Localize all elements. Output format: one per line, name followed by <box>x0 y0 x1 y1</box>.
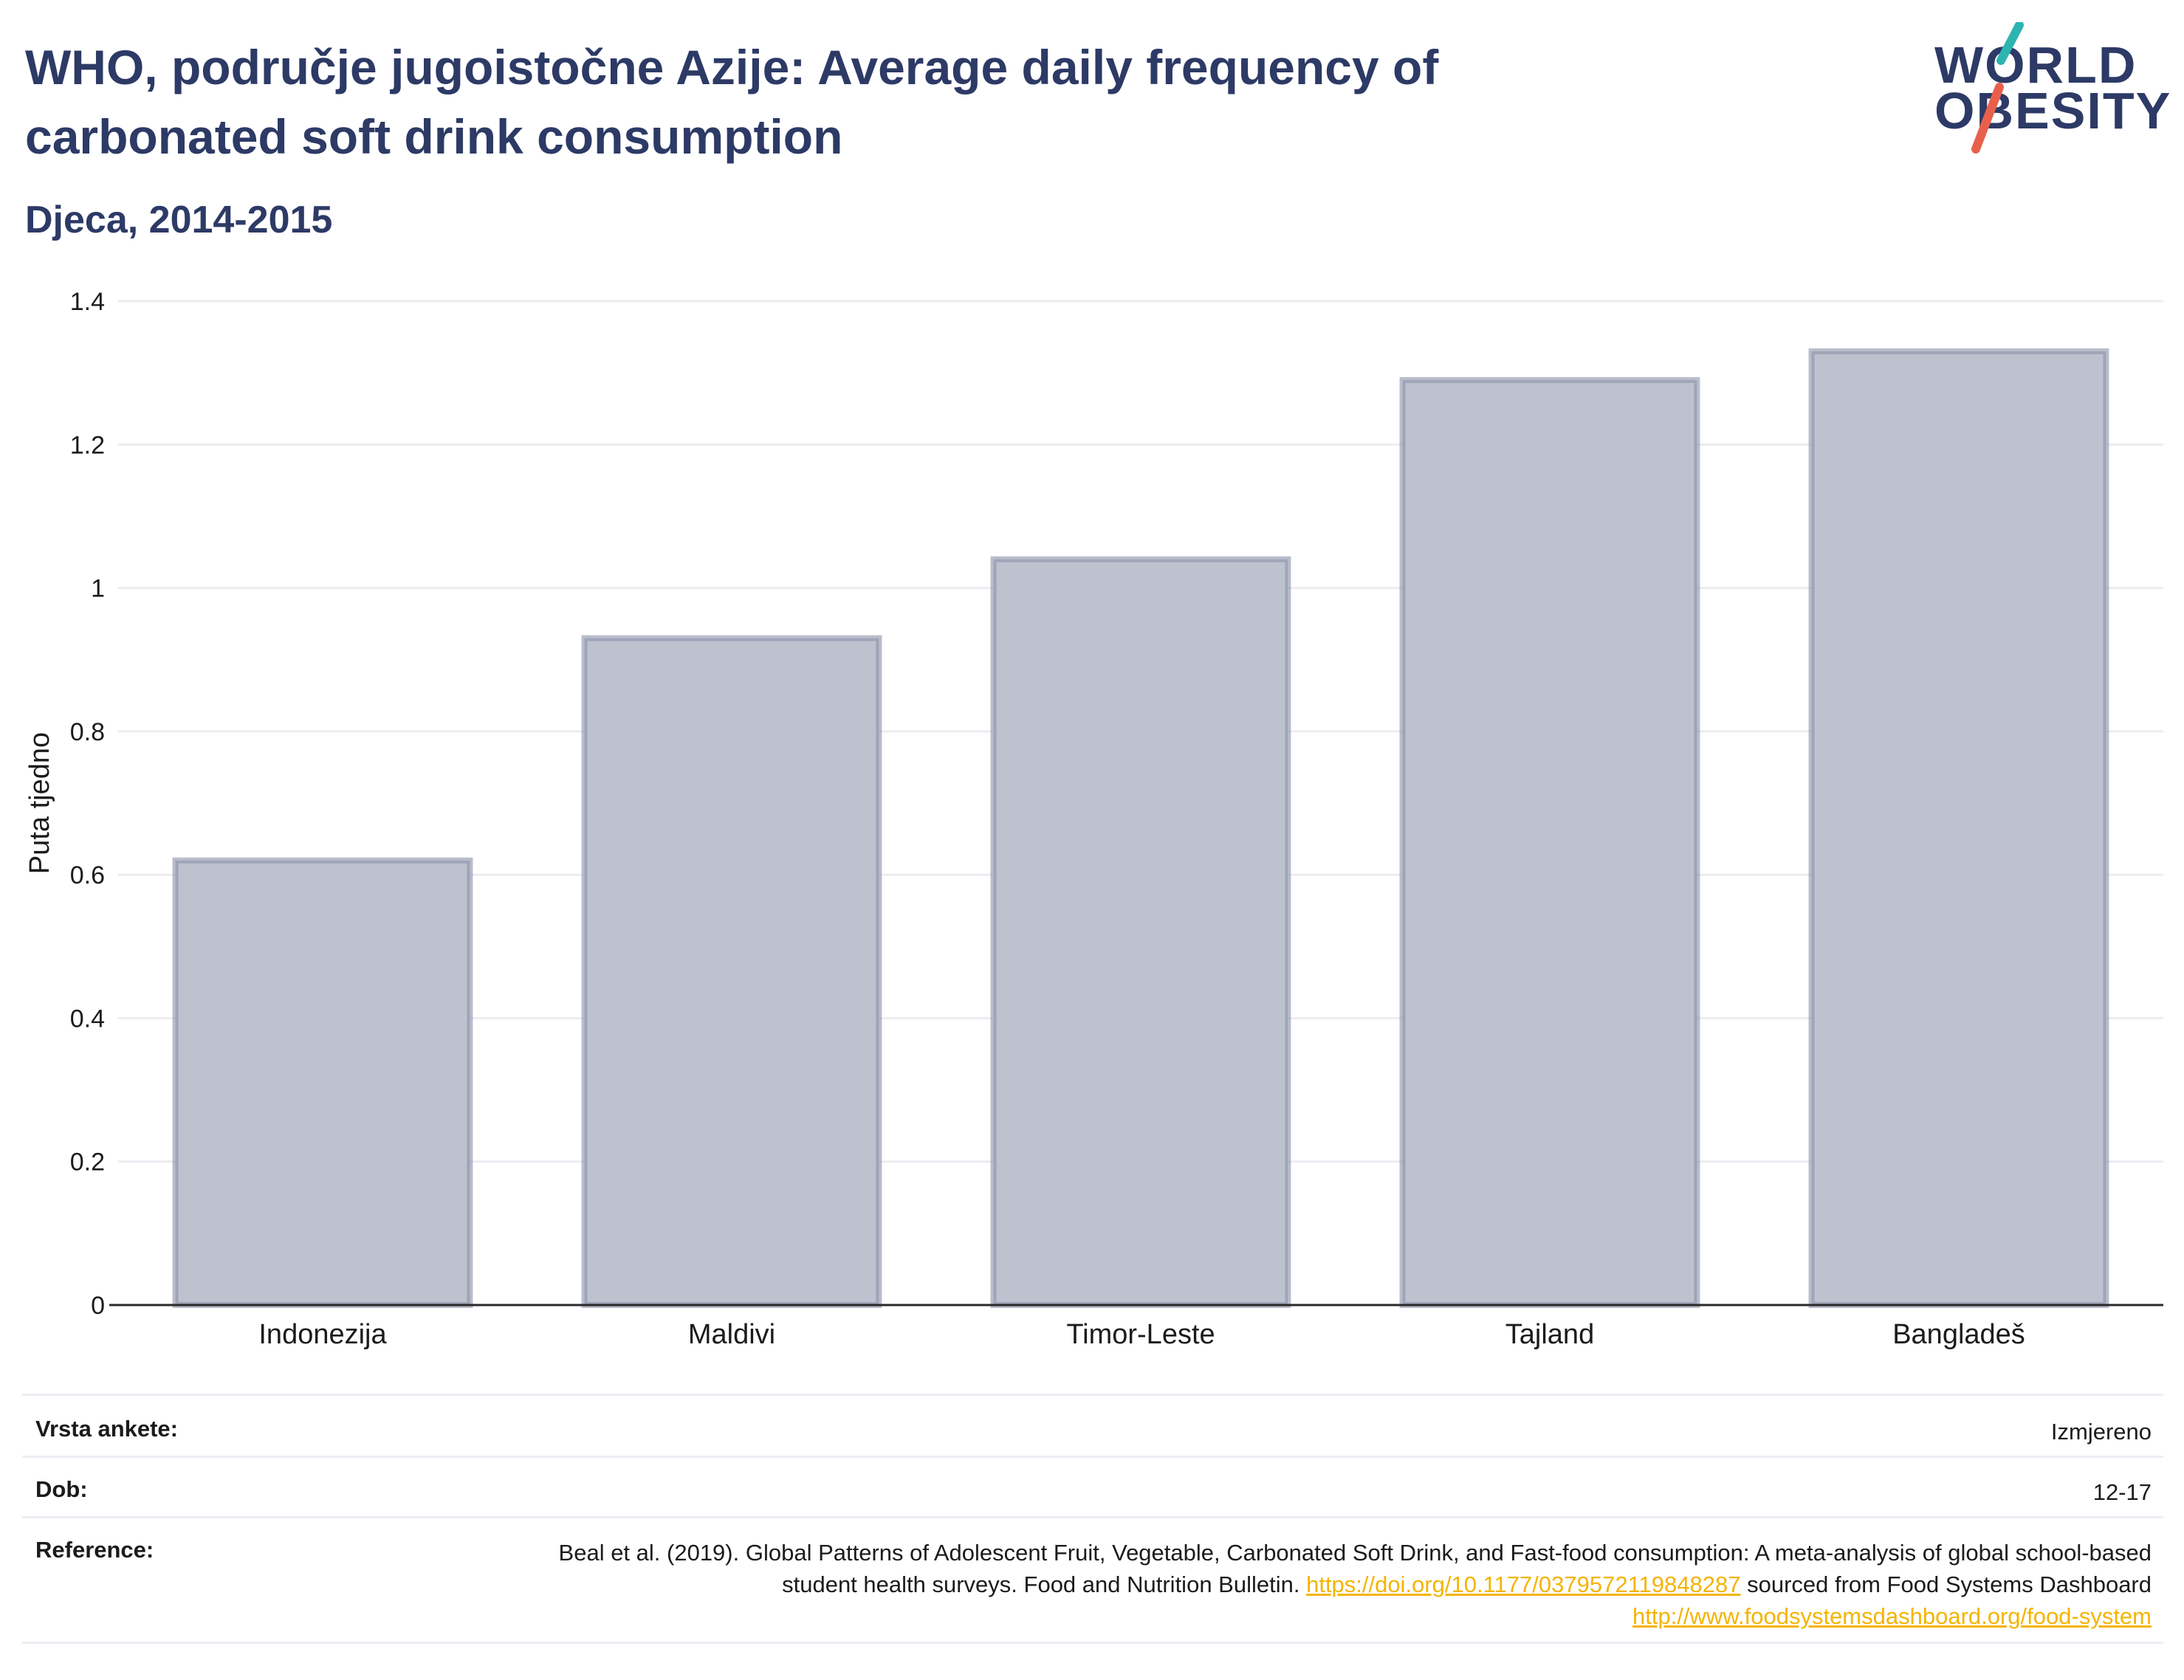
meta-divider <box>22 1456 2163 1458</box>
reference-label: Reference: <box>35 1537 154 1563</box>
bar <box>172 857 473 1308</box>
chart-title: WHO, područje jugoistočne Azije: Average… <box>25 40 1439 164</box>
x-tick-label: Bangladeš <box>1892 1319 2025 1350</box>
y-axis-label: Puta tjedno <box>24 732 55 874</box>
reference-value: Beal et al. (2019). Global Patterns of A… <box>527 1537 2152 1632</box>
y-tick-label: 0.6 <box>70 861 105 889</box>
logo-word-world: WORLD <box>1934 36 2137 94</box>
meta-divider <box>22 1394 2163 1396</box>
reference-row: Reference: Beal et al. (2019). Global Pa… <box>22 1537 2163 1640</box>
bars <box>172 348 2109 1308</box>
logo-word-obesity: OBESITY <box>1934 82 2172 140</box>
age-row: Dob: 12-17 <box>22 1476 2163 1506</box>
x-tick-label: Indonezija <box>258 1319 387 1350</box>
y-tick-label: 0.4 <box>70 1005 105 1033</box>
bar <box>581 635 882 1308</box>
y-tick-label: 0.8 <box>70 718 105 746</box>
reference-text: Beal et al. (2019). Global Patterns of A… <box>558 1540 2152 1597</box>
reference-source-text: sourced from Food Systems Dashboard <box>1747 1571 2152 1597</box>
x-axis-ticks: Indonezija Maldivi Timor-Leste Tajland Bangl… <box>258 1319 2025 1350</box>
reference-dashboard-link[interactable]: http://www.foodsystemsdashboard.org/food… <box>1632 1603 2152 1629</box>
x-tick-label: Timor-Leste <box>1066 1319 1215 1350</box>
bar <box>990 556 1291 1308</box>
survey-type-label: Vrsta ankete: <box>35 1416 178 1442</box>
y-tick-label: 1.4 <box>70 288 105 316</box>
logo-slash-icon <box>1971 22 2024 154</box>
bar <box>1808 348 2109 1308</box>
y-axis-ticks: 0 0.2 0.4 0.6 0.8 1 1.2 1.4 <box>70 288 105 1320</box>
bar <box>1399 376 1700 1308</box>
meta-divider <box>22 1642 2163 1644</box>
world-obesity-logo: WORLD OBESITY <box>1920 22 2171 162</box>
age-label: Dob: <box>35 1476 88 1502</box>
y-tick-label: 0.2 <box>70 1149 105 1177</box>
y-tick-label: 1 <box>91 575 105 603</box>
y-tick-label: 0 <box>91 1292 105 1320</box>
x-tick-label: Tajland <box>1505 1319 1594 1350</box>
y-tick-label: 1.2 <box>70 431 105 459</box>
survey-type-value: Izmjereno <box>2050 1419 2152 1445</box>
bar-chart: 0 0.2 0.4 0.6 0.8 1 1.2 1.4 Indonezija Maldivi Ti… <box>24 288 2163 1350</box>
meta-divider <box>22 1516 2163 1518</box>
x-tick-label: Maldivi <box>688 1319 775 1350</box>
age-value: 12-17 <box>2092 1479 2152 1505</box>
reference-doi-link[interactable]: https://doi.org/10.1177/0379572119848287 <box>1306 1571 1741 1597</box>
chart-subtitle: Djeca, 2014-2015 <box>25 199 333 241</box>
survey-type-row: Vrsta ankete: Izmjereno <box>22 1416 2163 1445</box>
